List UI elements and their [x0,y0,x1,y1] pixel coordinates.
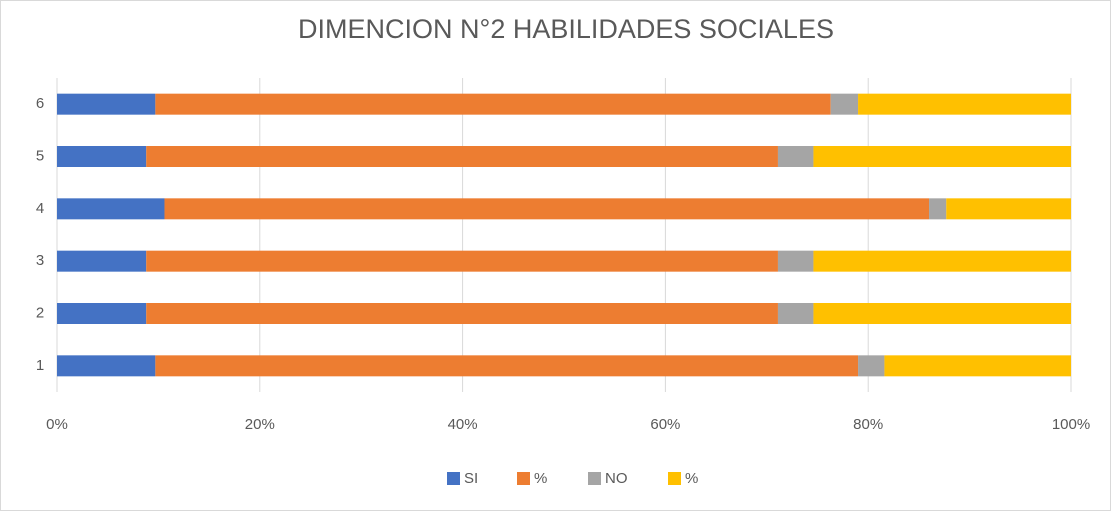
bar-segment [813,303,1071,324]
y-tick-label: 3 [36,252,44,269]
legend-label: SI [464,470,478,487]
y-tick-label: 5 [36,147,44,164]
legend-swatch [668,472,681,485]
legend-label: NO [605,470,628,487]
bar-segment [884,355,1071,377]
x-tick-label: 0% [46,416,68,433]
bar-segment [146,146,778,167]
bar-segment [57,303,147,324]
legend-label: % [685,470,698,487]
bar-segment [155,93,831,115]
bar-segment [929,198,947,220]
legend-swatch [447,472,460,485]
bar-segment [813,146,1071,167]
bar-segment [57,93,156,115]
bar-segment [946,198,1071,220]
legend-swatch [517,472,530,485]
y-tick-label: 1 [36,357,44,374]
legend-label: % [534,470,547,487]
bar-segment [164,198,930,220]
y-tick-label: 2 [36,304,44,321]
x-tick-label: 40% [448,416,478,433]
bar-segment [146,303,778,324]
y-tick-label: 6 [36,95,44,112]
legend-swatch [588,472,601,485]
chart-title: DIMENCION N°2 HABILIDADES SOCIALES [298,14,834,44]
x-tick-label: 20% [245,416,275,433]
x-tick-label: 80% [853,416,883,433]
bar-segment [57,146,147,167]
bar-segment [858,93,1071,115]
x-tick-label: 100% [1052,416,1090,433]
bar-segment [830,93,859,115]
x-tick-label: 60% [650,416,680,433]
bar-segment [813,250,1071,272]
bar-segment [777,303,814,324]
bar-segment [777,250,814,272]
bar-segment [777,146,814,167]
bar-segment [155,355,859,377]
y-tick-label: 4 [36,200,44,217]
bar-segment [858,355,885,377]
bar-segment [57,250,147,272]
bar-segment [57,355,156,377]
bar-segment [57,198,165,220]
bar-segment [146,250,778,272]
